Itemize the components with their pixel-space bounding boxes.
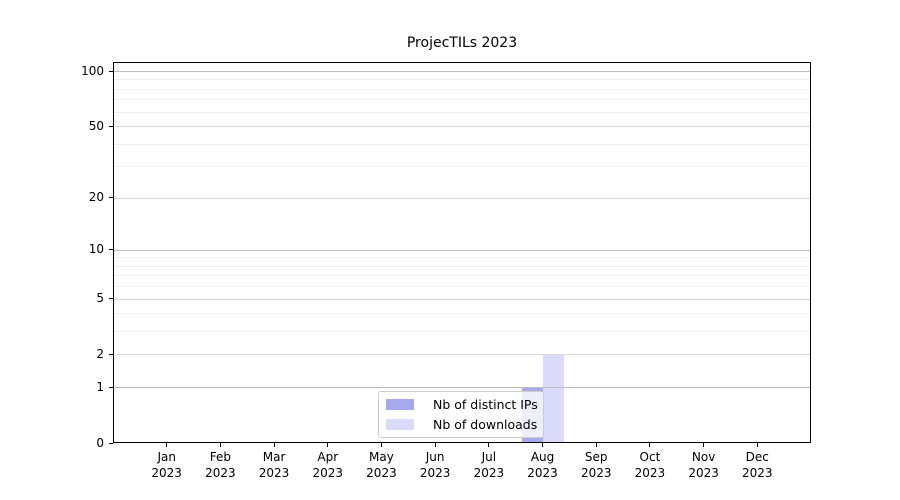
x-tick-nov <box>703 443 705 447</box>
y-tick-label-5: 5 <box>96 291 104 306</box>
gridline-y-40 <box>114 143 810 145</box>
x-tick-label-aug: Aug 2023 <box>527 450 558 480</box>
x-tick-jul <box>488 443 490 447</box>
gridline-y-4 <box>114 313 810 315</box>
gridline-y-3 <box>114 331 810 333</box>
legend-row-2: Nb of downloads <box>386 415 537 433</box>
y-tick-label-0: 0 <box>96 435 104 450</box>
y-tick-label-20: 20 <box>88 190 104 205</box>
chart-title: ProjecTILs 2023 <box>406 35 518 51</box>
gridline-y-9 <box>114 257 810 259</box>
y-tick-50 <box>109 125 113 127</box>
x-tick-label-mar: Mar 2023 <box>258 450 290 480</box>
x-tick-label-jan: Jan 2023 <box>151 450 182 480</box>
y-tick-20 <box>109 197 113 199</box>
legend: Nb of distinct IPs Nb of downloads <box>378 391 544 438</box>
x-tick-aug <box>542 443 544 447</box>
x-tick-dec <box>756 443 758 447</box>
x-tick-label-nov: Nov 2023 <box>688 450 719 480</box>
y-tick-0 <box>109 442 113 444</box>
legend-label: Nb of distinct IPs <box>433 397 538 413</box>
x-tick-jun <box>434 443 436 447</box>
x-tick-label-sep: Sep 2023 <box>580 450 612 480</box>
y-tick-100 <box>109 70 113 72</box>
x-tick-apr <box>327 443 329 447</box>
x-tick-may <box>380 443 382 447</box>
x-tick-label-apr: Apr 2023 <box>312 450 344 480</box>
x-tick-mar <box>273 443 275 447</box>
gridline-y-5 <box>114 298 810 300</box>
y-tick-label-2: 2 <box>96 346 104 361</box>
y-tick-5 <box>109 298 113 300</box>
gridline-y-7 <box>114 275 810 277</box>
gridline-y-30 <box>114 166 810 168</box>
gridline-y-6 <box>114 286 810 288</box>
gridline-y-60 <box>114 111 810 113</box>
gridline-y-2 <box>114 354 810 356</box>
gridline-y-70 <box>114 99 810 101</box>
x-tick-feb <box>219 443 221 447</box>
legend-swatch-icon <box>386 399 414 411</box>
plot-area <box>113 62 811 443</box>
x-tick-oct <box>649 443 651 447</box>
x-tick-sep <box>595 443 597 447</box>
gridline-y-50 <box>114 126 810 128</box>
gridline-y-8 <box>114 265 810 267</box>
y-tick-label-50: 50 <box>88 118 104 133</box>
legend-row-1: Nb of distinct IPs <box>386 396 538 414</box>
x-tick-label-jun: Jun 2023 <box>419 450 451 480</box>
x-tick-label-feb: Feb 2023 <box>205 450 236 480</box>
x-tick-label-jul: Jul 2023 <box>473 450 505 480</box>
y-tick-label-100: 100 <box>81 63 104 78</box>
x-tick-jan <box>166 443 168 447</box>
x-tick-label-dec: Dec 2023 <box>742 450 773 480</box>
y-tick-label-10: 10 <box>88 242 104 257</box>
gridline-y-20 <box>114 197 810 199</box>
y-tick-1 <box>109 386 113 388</box>
gridline-y-90 <box>114 79 810 81</box>
gridline-y-80 <box>114 88 810 90</box>
y-tick-2 <box>109 353 113 355</box>
x-tick-label-oct: Oct 2023 <box>634 450 666 480</box>
x-tick-label-may: May 2023 <box>366 450 397 480</box>
legend-swatch-icon <box>386 418 414 430</box>
bar-nb-of-downloads <box>542 354 564 442</box>
y-tick-10 <box>109 249 113 251</box>
legend-label: Nb of downloads <box>433 416 538 432</box>
y-tick-label-1: 1 <box>96 379 104 394</box>
gridline-y-10 <box>114 249 810 251</box>
gridline-y-1 <box>114 387 810 389</box>
gridline-y-100 <box>114 71 810 73</box>
